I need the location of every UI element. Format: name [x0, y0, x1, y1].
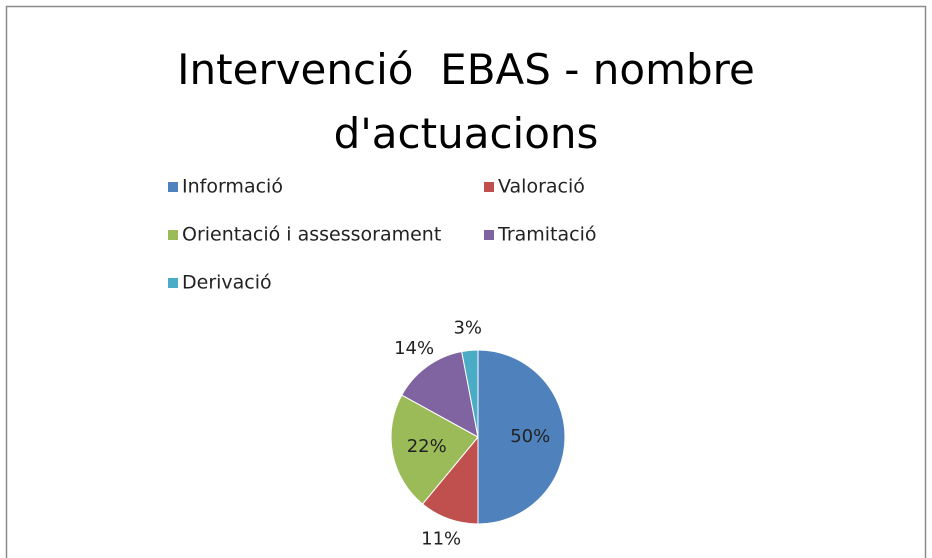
data-label: 11%	[421, 528, 461, 549]
legend-label: Informació	[182, 176, 283, 198]
data-label: 3%	[453, 318, 482, 339]
data-label: 14%	[394, 338, 434, 359]
legend-label: Tramitació	[497, 224, 597, 246]
legend-label: Orientació i assessorament	[182, 224, 441, 246]
pie-slice	[401, 350, 479, 438]
data-label: 50%	[510, 426, 550, 447]
legend-swatch	[168, 278, 178, 288]
pie-slice	[461, 349, 479, 438]
legend-swatch	[168, 230, 178, 240]
legend-label: Derivació	[182, 272, 272, 294]
legend-swatch	[168, 182, 178, 192]
legend-label: Valoració	[498, 176, 585, 198]
data-label: 22%	[407, 436, 447, 457]
pie-slice	[477, 349, 566, 525]
pie-slice	[390, 394, 479, 505]
chart-title: Intervenció EBAS - nombre d'actuacions	[177, 45, 769, 158]
legend-swatch	[484, 230, 494, 240]
legend-swatch	[484, 182, 494, 192]
